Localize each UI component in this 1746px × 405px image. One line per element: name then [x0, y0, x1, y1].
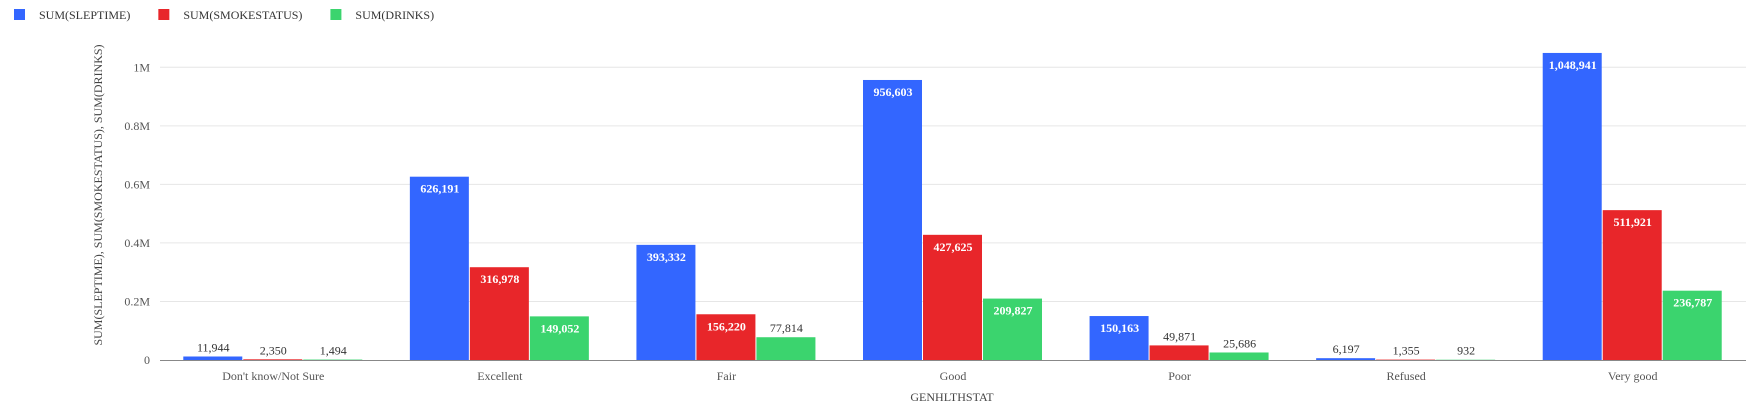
data-label: 956,603 — [874, 85, 913, 99]
legend-swatch-sum-smokestatus[interactable] — [158, 9, 170, 20]
x-axis-title: GENHLTHSTAT — [910, 390, 994, 404]
bar-sum-sleptime-don-t-know-not-sure[interactable] — [183, 356, 243, 360]
legend-label-sum-smokestatus[interactable]: SUM(SMOKESTATUS) — [183, 8, 302, 22]
y-tick-label: 0.6M — [124, 177, 150, 191]
y-axis: 0 0.2M 0.4M 0.6M 0.8M 1M — [124, 60, 150, 367]
data-label: 25,686 — [1223, 336, 1256, 350]
legend-swatch-sum-sleptime[interactable] — [14, 9, 25, 20]
bar-sum-sleptime-poor[interactable] — [1089, 316, 1149, 360]
data-label: 236,787 — [1673, 296, 1712, 310]
data-label: 316,978 — [480, 272, 519, 286]
data-label: 932 — [1457, 344, 1475, 358]
legend-label-sum-sleptime[interactable]: SUM(SLEPTIME) — [39, 8, 130, 22]
bar-sum-smokestatus-poor[interactable] — [1149, 345, 1209, 360]
bar-sum-smokestatus-don-t-know-not-sure[interactable] — [243, 359, 303, 360]
x-tick-label: Fair — [717, 369, 736, 383]
x-tick-label: Good — [940, 369, 967, 383]
x-tick-label: Don't know/Not Sure — [222, 369, 324, 383]
legend-label-sum-drinks[interactable]: SUM(DRINKS) — [355, 8, 434, 22]
bars — [183, 52, 1722, 361]
bar-sum-drinks-fair[interactable] — [756, 337, 816, 360]
data-label: 1,355 — [1393, 344, 1420, 358]
bar-sum-smokestatus-fair[interactable] — [696, 314, 756, 360]
data-label: 511,921 — [1614, 215, 1652, 229]
bar-sum-drinks-poor[interactable] — [1209, 352, 1269, 360]
bar-sum-sleptime-refused[interactable] — [1316, 358, 1376, 360]
bar-sum-drinks-good[interactable] — [983, 298, 1042, 360]
data-label: 150,163 — [1100, 321, 1139, 335]
x-tick-label: Excellent — [477, 369, 523, 383]
data-label: 1,048,941 — [1549, 58, 1597, 72]
data-label: 626,191 — [420, 182, 459, 196]
data-label: 427,625 — [934, 240, 973, 254]
data-label: 149,052 — [540, 321, 579, 335]
legend-swatch-sum-drinks[interactable] — [330, 9, 342, 20]
bar-sum-sleptime-excellent[interactable] — [409, 176, 469, 360]
data-label: 77,814 — [770, 321, 803, 335]
data-label: 6,197 — [1333, 342, 1360, 356]
data-label: 209,827 — [994, 304, 1033, 318]
data-label: 393,332 — [647, 250, 686, 264]
x-tick-label: Poor — [1168, 369, 1191, 383]
data-label: 156,220 — [707, 319, 746, 333]
data-label: 11,944 — [197, 341, 230, 355]
bar-sum-smokestatus-very-good[interactable] — [1602, 210, 1662, 360]
bar-sum-sleptime-good[interactable] — [863, 79, 922, 361]
bar-sum-sleptime-very-good[interactable] — [1542, 52, 1602, 361]
y-tick-label: 0 — [144, 353, 150, 367]
data-labels: 11,944 2,350 1,494 626,191 316,978 149,052 393… — [197, 58, 1712, 358]
x-axis: Don't know/Not Sure Excellent Fair Good Poor… — [160, 360, 1746, 383]
x-tick-label: Very good — [1608, 369, 1658, 383]
legend: SUM(SLEPTIME) SUM(SMOKESTATUS) SUM(DRINKS) — [14, 8, 434, 22]
y-tick-label: 0.2M — [124, 294, 150, 308]
x-tick-label: Refused — [1386, 369, 1425, 383]
bar-sum-smokestatus-good[interactable] — [923, 234, 982, 360]
data-label: 1,494 — [320, 344, 347, 358]
data-label: 2,350 — [260, 343, 287, 357]
y-tick-label: 0.4M — [124, 236, 150, 250]
y-axis-title: SUM(SLEPTIME), SUM(SMOKESTATUS), SUM(DRI… — [91, 44, 105, 345]
bar-sum-smokestatus-excellent[interactable] — [469, 267, 529, 360]
bar-sum-sleptime-fair[interactable] — [636, 244, 696, 360]
y-tick-label: 1M — [133, 60, 150, 74]
y-tick-label: 0.8M — [124, 119, 150, 133]
bar-sum-drinks-excellent[interactable] — [529, 316, 589, 360]
data-label: 49,871 — [1163, 329, 1196, 343]
bar-sum-drinks-very-good[interactable] — [1662, 290, 1722, 360]
